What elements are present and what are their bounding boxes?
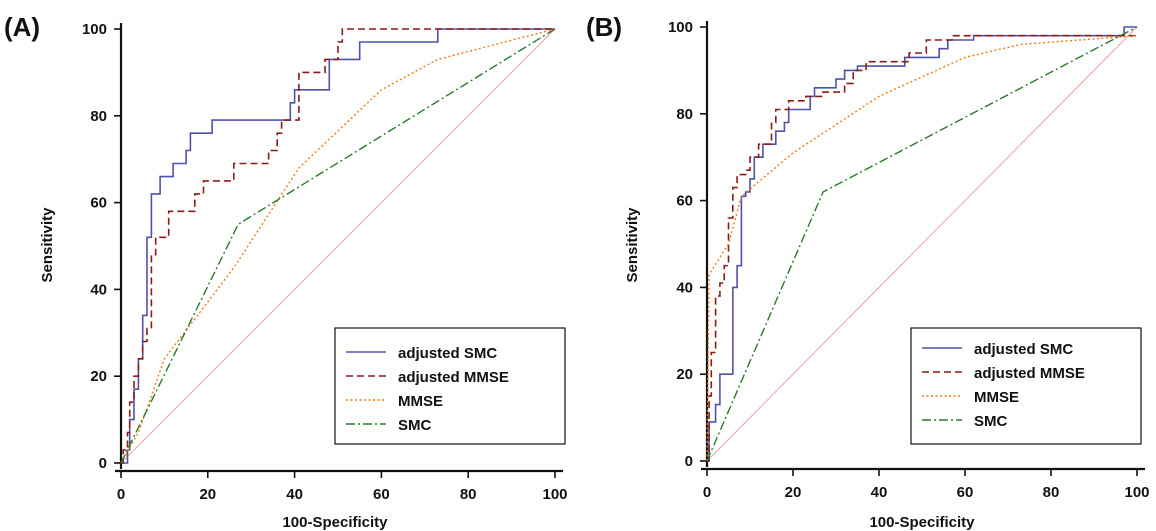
panel-b-y-tick-label: 100 — [668, 19, 693, 36]
panel-b-legend-label-smc: SMC — [974, 413, 1008, 430]
panel-a-series-adjusted-mmse — [121, 28, 555, 464]
panel-a-y-tick-label: 0 — [99, 455, 107, 472]
panel-b-legend-label-adjusted-mmse: adjusted MMSE — [974, 365, 1085, 382]
panel-a-x-tick-label: 40 — [286, 486, 303, 503]
panel-a-series-smc — [120, 28, 556, 464]
panel-b-legend-label-adjusted-smc: adjusted SMC — [974, 341, 1073, 358]
panel-b-reference-diagonal — [706, 26, 1138, 462]
panel-b-axes: 0 20 40 60 80 100 0 20 40 60 80 100 — [668, 19, 1150, 501]
panel-a-y-tick-label: 80 — [90, 108, 107, 125]
panel-a-x-tick-label: 20 — [199, 486, 216, 503]
panel-a-series-mmse — [120, 28, 556, 464]
panel-a-y-tick-label: 60 — [90, 195, 107, 212]
panel-a-legend-label-smc: SMC — [398, 417, 432, 434]
panel-b: (B) 100-Specificity Sensitivity 0 20 40 60 8… — [586, 12, 1150, 531]
panel-a-legend: adjusted SMC adjusted MMSE MMSE SMC — [334, 327, 566, 445]
panel-a-legend-label-mmse: MMSE — [398, 393, 443, 410]
panel-b-y-tick-label: 40 — [676, 279, 693, 296]
panel-b-x-tick-label: 40 — [871, 484, 888, 501]
panel-b-y-tick-label: 20 — [676, 366, 693, 383]
panel-b-series-smc — [706, 26, 1138, 462]
panel-b-legend-label-mmse: MMSE — [974, 389, 1019, 406]
panel-a-series — [120, 28, 556, 464]
panel-a-x-tick-label: 100 — [542, 486, 567, 503]
panel-b-series — [706, 26, 1138, 462]
panel-b-series-adjusted-mmse — [707, 34, 1137, 462]
panel-a-axes: 0 20 40 60 80 100 0 20 40 60 80 100 — [82, 21, 568, 503]
panel-b-x-axis-label: 100-Specificity — [869, 514, 975, 531]
panel-a-x-tick-label: 60 — [373, 486, 390, 503]
panel-b-y-tick-label: 80 — [676, 106, 693, 123]
panel-b-x-tick-label: 20 — [785, 484, 802, 501]
panel-b-y-axis-label: Sensitivity — [624, 207, 641, 283]
panel-a-x-axis-label: 100-Specificity — [282, 514, 388, 531]
panel-a-legend-box — [334, 327, 566, 445]
panel-a-y-tick-label: 40 — [90, 281, 107, 298]
panel-a-y-tick-label: 20 — [90, 368, 107, 385]
panel-a-x-tick-label: 80 — [460, 486, 477, 503]
panel-b-series-adjusted-smc — [707, 26, 1137, 462]
panel-a-reference-diagonal — [120, 28, 556, 464]
panel-a-x-tick-label: 0 — [117, 486, 125, 503]
panel-b-x-tick-label: 80 — [1043, 484, 1060, 501]
panel-a-legend-label-adjusted-mmse: adjusted MMSE — [398, 369, 509, 386]
panel-a-label: (A) — [4, 12, 40, 42]
panel-a: (A) 100-Specificity Sensitivity 0 20 40 60 8… — [4, 12, 568, 531]
panel-b-x-tick-label: 0 — [703, 484, 711, 501]
panel-b-label: (B) — [586, 12, 622, 42]
panel-a-y-axis-label: Sensitivity — [39, 207, 56, 283]
panel-b-y-tick-label: 0 — [685, 453, 693, 470]
panel-b-x-tick-label: 60 — [957, 484, 974, 501]
panel-b-legend: adjusted SMC adjusted MMSE MMSE SMC — [910, 327, 1142, 445]
panel-b-series-mmse — [706, 35, 1138, 462]
panel-b-y-tick-label: 60 — [676, 193, 693, 210]
panel-a-y-tick-label: 100 — [82, 21, 107, 38]
panel-b-x-tick-label: 100 — [1124, 484, 1149, 501]
panel-a-legend-label-adjusted-smc: adjusted SMC — [398, 345, 497, 362]
